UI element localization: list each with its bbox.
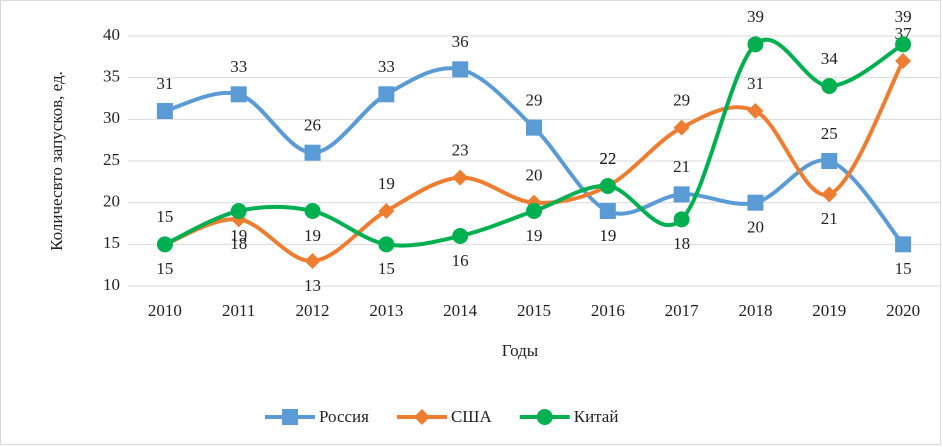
- legend-label: Россия: [319, 407, 369, 426]
- data-label: 20: [526, 166, 543, 185]
- marker: [895, 236, 912, 253]
- data-label: 19: [304, 226, 321, 245]
- data-label: 19: [599, 226, 616, 245]
- marker: [304, 203, 321, 219]
- marker: [747, 103, 764, 119]
- y-tick-label: 40: [103, 25, 120, 44]
- marker: [599, 178, 616, 194]
- data-label: 19: [230, 226, 247, 245]
- y-tick-label: 10: [103, 275, 120, 294]
- marker: [304, 144, 321, 161]
- marker: [895, 53, 912, 69]
- marker: [536, 409, 553, 425]
- marker: [378, 236, 395, 253]
- x-tick-label: 2019: [812, 301, 846, 320]
- marker: [747, 36, 764, 53]
- legend-label: Китай: [574, 407, 619, 426]
- data-label: 15: [156, 259, 173, 278]
- y-tick-label: 20: [103, 192, 120, 211]
- x-tick-label: 2017: [665, 301, 700, 320]
- marker: [452, 228, 469, 244]
- marker: [599, 203, 616, 219]
- data-label: 15: [156, 207, 173, 226]
- x-axis-label: Годы: [502, 341, 539, 360]
- data-label: 16: [452, 251, 469, 270]
- legend-label: США: [451, 407, 492, 426]
- marker: [895, 36, 912, 53]
- x-tick-label: 2012: [296, 301, 330, 320]
- y-tick-label: 15: [103, 233, 120, 252]
- data-label: 34: [821, 49, 839, 68]
- marker: [230, 86, 247, 103]
- marker: [821, 153, 838, 169]
- data-label: 26: [304, 116, 321, 135]
- y-tick-label: 25: [103, 150, 120, 169]
- data-label: 22: [599, 149, 616, 168]
- x-tick-label: 2016: [591, 301, 625, 320]
- marker: [821, 186, 838, 203]
- data-label: 18: [673, 234, 690, 253]
- marker: [378, 86, 395, 103]
- x-tick-label: 2015: [517, 301, 551, 320]
- marker: [673, 211, 690, 228]
- series-line: [164, 37, 905, 248]
- data-label: 31: [747, 74, 764, 93]
- marker: [282, 409, 298, 425]
- data-label: 39: [895, 7, 912, 26]
- data-label: 19: [378, 174, 395, 193]
- marker: [821, 78, 838, 94]
- data-label: 15: [895, 259, 912, 278]
- data-label: 21: [821, 209, 838, 228]
- data-label: 33: [230, 57, 247, 76]
- data-label: 15: [378, 259, 395, 278]
- x-tick-label: 2014: [443, 301, 478, 320]
- series-line: [164, 60, 905, 264]
- data-label: 29: [673, 91, 690, 110]
- marker: [230, 203, 247, 219]
- marker: [526, 203, 542, 219]
- y-axis-label: Количесвто запусков, ед.: [47, 71, 66, 251]
- marker: [413, 409, 430, 425]
- data-label: 31: [156, 74, 173, 93]
- marker: [452, 169, 469, 186]
- marker: [304, 253, 321, 269]
- data-label: 13: [304, 276, 321, 295]
- y-tick-label: 30: [103, 108, 120, 127]
- x-tick-label: 2018: [738, 301, 772, 320]
- data-label: 33: [378, 57, 395, 76]
- data-label: 22: [599, 149, 616, 168]
- data-label: 29: [526, 91, 543, 110]
- data-label: 21: [673, 157, 690, 176]
- data-label: 20: [747, 218, 764, 237]
- marker: [156, 103, 173, 119]
- marker: [526, 119, 542, 136]
- data-label: 19: [526, 226, 543, 245]
- x-tick-label: 2011: [222, 301, 255, 320]
- marker: [673, 119, 690, 136]
- x-tick-label: 2013: [369, 301, 403, 320]
- data-label: 18: [230, 234, 247, 253]
- data-label: 36: [452, 32, 469, 51]
- data-label: 39: [747, 7, 764, 26]
- data-label: 25: [821, 124, 838, 143]
- y-tick-label: 35: [103, 67, 120, 86]
- marker: [156, 236, 173, 253]
- marker: [378, 203, 395, 219]
- marker: [452, 61, 469, 78]
- x-tick-label: 2020: [886, 301, 920, 320]
- marker: [673, 186, 690, 203]
- x-tick-label: 2010: [148, 301, 182, 320]
- marker: [747, 194, 764, 211]
- data-label: 23: [452, 141, 469, 160]
